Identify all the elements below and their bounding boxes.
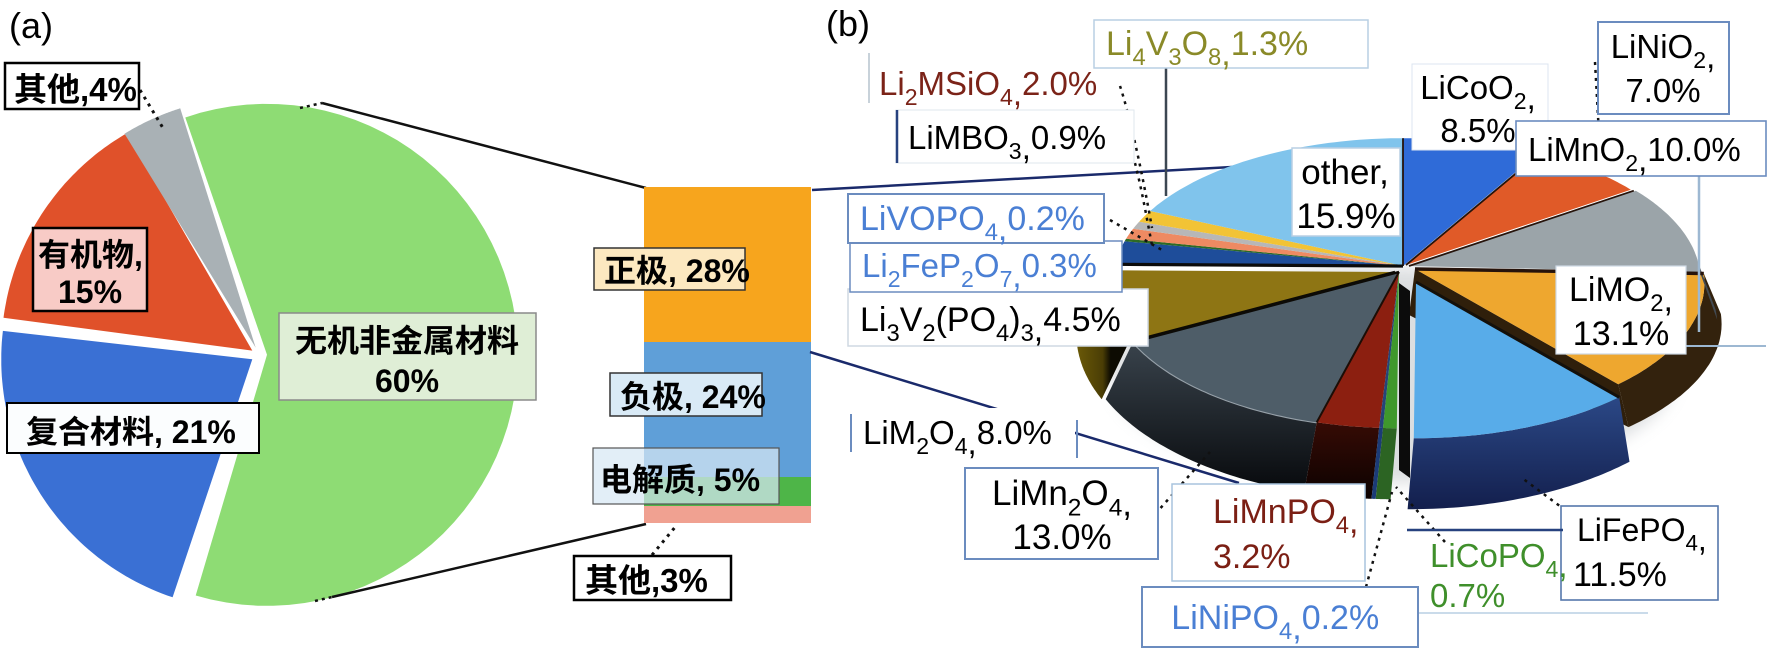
svg-text:O: O bbox=[974, 247, 1000, 284]
svg-text:LiNiO: LiNiO bbox=[1611, 28, 1694, 65]
svg-text:4: 4 bbox=[1109, 495, 1123, 522]
svg-text:8.5%: 8.5% bbox=[1440, 112, 1515, 149]
svg-text:7: 7 bbox=[1000, 266, 1013, 292]
svg-text:,: , bbox=[134, 237, 143, 273]
svg-text:4: 4 bbox=[1686, 531, 1698, 556]
svg-text:7.0%: 7.0% bbox=[1625, 72, 1700, 109]
svg-text:3.2%: 3.2% bbox=[1213, 538, 1291, 576]
svg-text:,: , bbox=[1698, 522, 1707, 558]
svg-text:13.0%: 13.0% bbox=[1012, 518, 1111, 557]
svg-text:3: 3 bbox=[1168, 44, 1181, 71]
svg-text:,: , bbox=[1638, 141, 1647, 178]
svg-text:,: , bbox=[1706, 38, 1715, 75]
svg-text:,: , bbox=[1292, 609, 1301, 647]
svg-text:(b): (b) bbox=[826, 3, 870, 44]
svg-text:,4%: ,4% bbox=[80, 71, 137, 108]
svg-text:Li: Li bbox=[1106, 25, 1132, 63]
svg-text:V: V bbox=[900, 301, 923, 339]
svg-text:O: O bbox=[1081, 474, 1108, 513]
svg-text:LiCoO: LiCoO bbox=[1420, 69, 1514, 106]
svg-text:LiMn: LiMn bbox=[992, 474, 1068, 513]
svg-text:2: 2 bbox=[922, 320, 935, 347]
svg-text:,: , bbox=[1122, 485, 1132, 524]
svg-text:2: 2 bbox=[961, 266, 974, 292]
svg-text:, 24%: , 24% bbox=[684, 379, 766, 415]
svg-text:8.0%: 8.0% bbox=[977, 414, 1052, 451]
svg-text:15.9%: 15.9% bbox=[1296, 197, 1395, 236]
svg-text:, 5%: , 5% bbox=[696, 462, 760, 498]
svg-text:8: 8 bbox=[1208, 44, 1221, 71]
svg-text:LiFePO: LiFePO bbox=[1577, 512, 1685, 548]
svg-text:Li: Li bbox=[860, 301, 886, 339]
svg-text:,: , bbox=[1221, 35, 1230, 73]
svg-text:,: , bbox=[1022, 129, 1031, 166]
svg-text:O: O bbox=[1182, 25, 1208, 63]
svg-text:3: 3 bbox=[1009, 138, 1022, 164]
svg-text:FeP: FeP bbox=[901, 247, 962, 284]
svg-text:2: 2 bbox=[1650, 290, 1663, 317]
svg-text:(a): (a) bbox=[9, 5, 53, 46]
svg-text:0.9%: 0.9% bbox=[1031, 119, 1106, 156]
svg-text:(PO: (PO bbox=[936, 301, 996, 339]
svg-text:Li: Li bbox=[879, 65, 905, 102]
svg-text:,: , bbox=[1013, 75, 1022, 112]
svg-text:LiCoPO: LiCoPO bbox=[1430, 537, 1546, 574]
svg-text:2: 2 bbox=[888, 266, 901, 292]
svg-text:3: 3 bbox=[1021, 320, 1034, 347]
svg-text:0.7%: 0.7% bbox=[1430, 577, 1505, 614]
svg-text:,: , bbox=[1034, 311, 1043, 349]
svg-text:2: 2 bbox=[1625, 150, 1638, 176]
svg-text:4: 4 bbox=[1279, 618, 1292, 645]
svg-text:,: , bbox=[1558, 547, 1567, 584]
svg-text:,3%: ,3% bbox=[651, 562, 708, 599]
svg-text:2: 2 bbox=[1514, 88, 1527, 114]
svg-text:2.0%: 2.0% bbox=[1022, 65, 1097, 102]
svg-text:4: 4 bbox=[996, 320, 1009, 347]
svg-text:LiMO: LiMO bbox=[1569, 271, 1650, 309]
svg-text:): ) bbox=[1009, 301, 1020, 339]
svg-text:other,: other, bbox=[1301, 153, 1389, 192]
svg-text:4: 4 bbox=[955, 433, 968, 459]
svg-text:4: 4 bbox=[985, 219, 998, 246]
svg-text:4: 4 bbox=[1336, 512, 1349, 539]
svg-text:Li: Li bbox=[862, 247, 888, 284]
svg-text:0.3%: 0.3% bbox=[1022, 247, 1097, 284]
svg-text:1.3%: 1.3% bbox=[1231, 25, 1309, 63]
svg-text:2: 2 bbox=[916, 433, 929, 459]
svg-text:4.5%: 4.5% bbox=[1043, 301, 1121, 339]
svg-text:LiMBO: LiMBO bbox=[908, 119, 1009, 156]
svg-text:2: 2 bbox=[1693, 47, 1706, 73]
svg-text:13.1%: 13.1% bbox=[1573, 315, 1669, 353]
svg-text:,: , bbox=[998, 210, 1007, 248]
svg-text:0.2%: 0.2% bbox=[1302, 599, 1380, 637]
svg-text:4: 4 bbox=[1546, 556, 1559, 582]
svg-text:,: , bbox=[1012, 257, 1021, 294]
svg-text:MSiO: MSiO bbox=[918, 65, 1001, 102]
svg-text:4: 4 bbox=[1133, 44, 1146, 71]
svg-text:2: 2 bbox=[905, 84, 918, 110]
svg-text:, 21%: , 21% bbox=[154, 414, 236, 450]
svg-text:15%: 15% bbox=[58, 274, 122, 310]
svg-text:3: 3 bbox=[887, 320, 900, 347]
svg-text:O: O bbox=[929, 414, 955, 451]
svg-text:LiMnPO: LiMnPO bbox=[1213, 493, 1336, 531]
svg-text:LiMnO: LiMnO bbox=[1528, 131, 1625, 168]
svg-text:11.5%: 11.5% bbox=[1573, 556, 1667, 594]
svg-text:LiVOPO: LiVOPO bbox=[860, 200, 985, 238]
svg-text:4: 4 bbox=[1000, 84, 1013, 110]
svg-text:, 28%: , 28% bbox=[668, 253, 750, 289]
svg-text:2: 2 bbox=[1068, 495, 1082, 522]
svg-text:0.2%: 0.2% bbox=[1007, 200, 1085, 238]
svg-text:LiM: LiM bbox=[863, 414, 916, 451]
svg-text:,: , bbox=[968, 424, 977, 461]
svg-text:,: , bbox=[1664, 281, 1673, 319]
svg-text:60%: 60% bbox=[375, 363, 439, 399]
svg-text:V: V bbox=[1146, 25, 1169, 63]
svg-text:10.0%: 10.0% bbox=[1647, 131, 1741, 168]
svg-text:LiNiPO: LiNiPO bbox=[1171, 599, 1279, 637]
svg-text:,: , bbox=[1527, 79, 1536, 116]
svg-text:,: , bbox=[1349, 503, 1358, 541]
